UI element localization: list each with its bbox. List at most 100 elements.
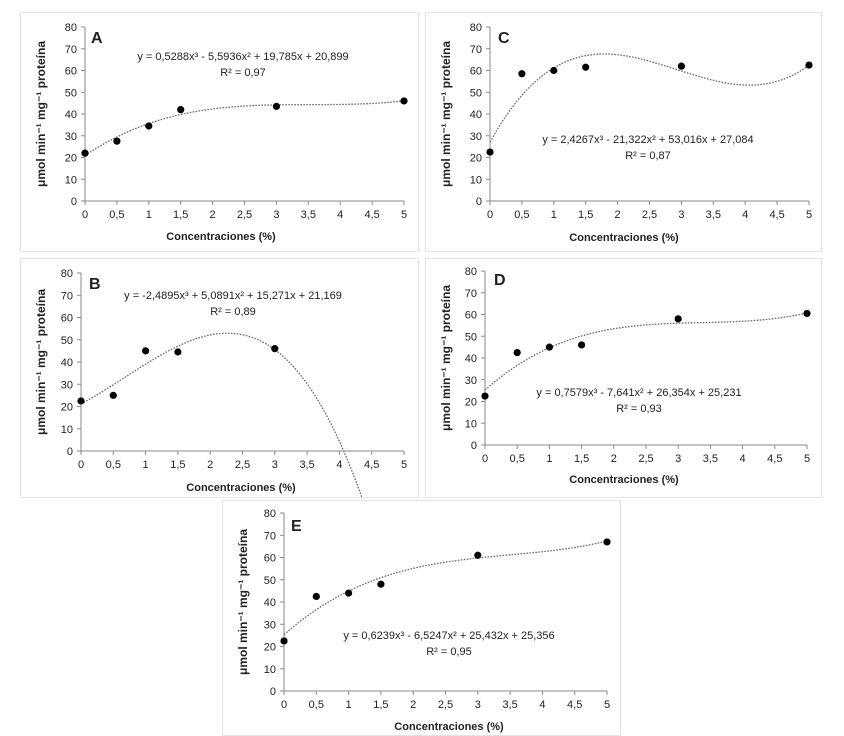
panel-label: D [494,272,506,289]
y-tick-label: 30 [465,375,477,387]
data-point [345,589,353,597]
x-tick-label: 3 [475,699,481,711]
y-tick-label: 80 [264,508,276,520]
x-tick-label: 0,5 [309,699,324,711]
data-point [81,149,89,157]
chart-svg-c: 0 10 20 30 40 50 60 70 80 0 0,5 1 1,5 2 2,5 3 3,5 4 4,5 5 Cy… [439,22,813,244]
x-tick-label: 0 [487,209,493,221]
y-tick-label: 10 [264,664,276,676]
x-tick-label: 0 [281,699,287,711]
x-axis-title: Concentraciones (%) [394,721,504,733]
x-tick-label: 0,5 [109,209,124,221]
panel-label: E [291,518,302,535]
chart-svg-e: 0 10 20 30 40 50 60 70 80 0 0,5 1 1,5 2 2,5 3 3,5 4 4,5 5 Ey… [236,508,611,733]
x-tick-label: 4,5 [364,209,379,221]
y-tick-label: 40 [470,109,482,121]
x-tick-label: 5 [401,459,407,471]
x-tick-label: 4 [539,699,545,711]
x-tick-label: 4 [742,209,748,221]
x-tick-label: 2 [207,459,213,471]
data-point [474,551,482,559]
data-point [377,580,385,588]
r2-label: R² = 0,93 [616,403,662,415]
x-tick-label: 1,5 [578,209,593,221]
chart-svg-a: 0 10 20 30 40 50 60 70 80 0 0,5 1 1,5 2 2,5 3 3,5 4 4,5 5 Ay… [34,22,408,243]
panel-label: A [91,30,103,47]
data-point [578,341,586,349]
y-tick-label: 30 [470,131,482,143]
y-tick-label: 30 [65,131,77,143]
x-tick-label: 2,5 [638,453,653,465]
y-tick-label: 80 [61,268,73,280]
data-point [677,62,685,70]
data-point [486,148,494,156]
y-axis-title: μmol min⁻¹ mg⁻¹ proteína [236,529,250,675]
x-tick-label: 4,5 [364,459,379,471]
x-tick-label: 0 [482,453,488,465]
data-point [109,391,117,399]
equation-label: y = 2,4267x³ - 21,322x² + 53,016x + 27,0… [542,134,753,146]
y-tick-label: 20 [465,397,477,409]
x-tick-label: 2,5 [235,459,250,471]
data-point [145,122,153,130]
x-tick-label: 0,5 [106,459,121,471]
x-tick-label: 4 [740,453,746,465]
x-tick-label: 1,5 [574,453,589,465]
x-tick-label: 4 [337,209,343,221]
data-point [803,309,811,318]
y-tick-label: 70 [65,44,77,56]
y-tick-label: 70 [61,290,73,302]
y-tick-label: 10 [61,424,73,436]
y-tick-label: 70 [465,288,477,300]
data-point [280,637,288,645]
y-tick-label: 0 [471,440,477,452]
y-tick-label: 0 [71,196,77,208]
x-tick-label: 0,5 [510,453,525,465]
y-tick-label: 60 [65,66,77,78]
y-tick-label: 60 [470,66,482,78]
y-tick-label: 10 [65,174,77,186]
y-tick-label: 50 [264,575,276,587]
y-tick-label: 70 [470,44,482,56]
x-tick-label: 1 [546,453,552,465]
y-tick-label: 40 [65,109,77,121]
x-tick-label: 2 [615,209,621,221]
x-tick-label: 1,5 [373,699,388,711]
data-point [174,348,182,356]
y-tick-label: 40 [61,357,73,369]
x-axis-title: Concentraciones (%) [569,474,679,486]
y-tick-label: 0 [476,196,482,208]
trendline [484,312,808,391]
x-tick-label: 0 [82,209,88,221]
x-tick-label: 0 [78,459,84,471]
x-tick-label: 4,5 [567,699,582,711]
data-point [177,106,185,114]
y-tick-label: 50 [465,331,477,343]
equation-label: y = -2,4895x³ + 5,0891x² + 15,271x + 21,… [124,290,342,302]
x-tick-label: 0,5 [514,209,529,221]
x-tick-label: 3 [675,453,681,465]
x-tick-label: 3,5 [299,459,314,471]
y-tick-label: 0 [270,686,276,698]
x-tick-label: 1 [143,459,149,471]
y-tick-label: 80 [470,22,482,34]
equation-label: y = 0,5288x³ - 5,5936x² + 19,785x + 20,8… [137,51,348,63]
data-point [545,343,553,351]
x-tick-label: 3,5 [502,699,517,711]
y-tick-label: 0 [67,446,73,458]
equation-label: y = 0,7579x³ - 7,641x² + 26,354x + 25,23… [536,387,741,399]
y-tick-label: 50 [65,87,77,99]
data-point [481,392,489,400]
x-tick-label: 1,5 [173,209,188,221]
r2-label: R² = 0,87 [625,150,671,162]
y-tick-label: 20 [264,642,276,654]
equation-label: y = 0,6239x³ - 6,5247x² + 25,432x + 25,3… [343,630,554,642]
x-tick-label: 2 [210,209,216,221]
y-axis-title: μmol min⁻¹ mg⁻¹ proteína [34,41,48,187]
y-axis-title: μmol min⁻¹ mg⁻¹ proteína [439,41,453,187]
data-point [400,97,408,105]
r2-label: R² = 0,97 [220,67,266,79]
